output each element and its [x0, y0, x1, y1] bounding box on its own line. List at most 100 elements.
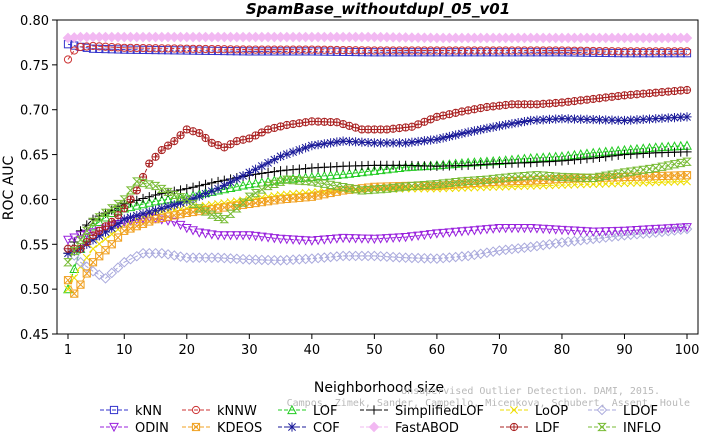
legend-marker	[109, 422, 119, 433]
data-point	[438, 179, 448, 188]
data-point	[544, 172, 555, 181]
data-point	[469, 176, 480, 185]
data-point	[657, 162, 667, 171]
data-point	[331, 169, 342, 179]
data-point	[107, 42, 116, 52]
data-point	[263, 181, 273, 191]
data-point	[151, 44, 160, 53]
data-point	[250, 178, 261, 188]
data-point	[519, 224, 530, 234]
data-point	[126, 195, 135, 204]
data-point	[494, 121, 505, 131]
data-point	[425, 180, 436, 189]
data-point	[200, 189, 211, 199]
data-point	[357, 137, 367, 147]
data-point	[475, 176, 486, 185]
data-point	[400, 182, 411, 191]
data-point	[525, 171, 536, 180]
data-point	[531, 240, 543, 252]
data-point	[620, 91, 629, 100]
data-point	[145, 44, 154, 53]
data-point	[288, 176, 298, 185]
data-point	[75, 231, 86, 241]
data-point	[487, 246, 499, 257]
data-point	[120, 43, 129, 52]
data-point	[551, 46, 560, 55]
data-point	[226, 140, 235, 149]
data-point	[444, 228, 455, 238]
data-point	[307, 141, 317, 151]
data-point	[363, 234, 374, 244]
data-point	[507, 46, 517, 55]
data-point	[407, 46, 416, 55]
data-point	[607, 170, 617, 179]
data-point	[338, 169, 349, 179]
data-point	[82, 237, 91, 247]
series-markers-ldf	[63, 85, 692, 253]
data-point	[594, 115, 605, 125]
legend-label: kNNW	[217, 404, 257, 419]
data-point	[406, 232, 417, 242]
data-point	[151, 152, 160, 161]
data-point	[432, 46, 441, 55]
data-point	[300, 143, 311, 153]
series-line-ldof	[67, 228, 688, 280]
data-point	[275, 166, 286, 176]
data-point	[188, 194, 198, 204]
data-point	[100, 273, 111, 284]
data-point	[332, 137, 342, 147]
legend-label: INFLO	[623, 421, 661, 434]
data-point	[225, 209, 236, 218]
data-point	[457, 177, 467, 186]
data-point	[76, 244, 85, 253]
data-point	[63, 248, 73, 258]
legend-label: COF	[313, 421, 340, 434]
legend-marker	[109, 405, 119, 415]
data-point	[119, 214, 129, 224]
data-point	[370, 46, 379, 55]
data-point	[682, 47, 692, 56]
data-point	[150, 190, 161, 200]
data-point	[569, 173, 580, 182]
data-point	[176, 44, 185, 53]
data-point	[263, 233, 274, 243]
y-axis-label: ROC AUC	[1, 155, 17, 220]
data-point	[626, 90, 635, 99]
data-point	[632, 115, 642, 125]
data-point	[482, 123, 492, 133]
data-point	[525, 241, 536, 253]
data-point	[582, 173, 592, 182]
data-point	[250, 231, 261, 242]
data-point	[607, 227, 617, 237]
data-point	[132, 43, 141, 53]
data-point	[338, 233, 349, 244]
data-point	[625, 167, 636, 176]
data-point	[257, 161, 267, 171]
data-point	[588, 153, 598, 163]
data-point	[413, 136, 423, 147]
data-point	[288, 165, 298, 175]
data-point	[450, 227, 461, 238]
data-point	[163, 187, 173, 197]
data-point	[175, 198, 186, 208]
series-markers-ldof	[62, 223, 693, 284]
data-point	[682, 157, 692, 166]
data-point	[544, 238, 555, 250]
data-point	[482, 175, 492, 184]
data-point	[163, 44, 173, 53]
watermark-line-1: Campos, Zimek, Sander, Campello, Micenko…	[287, 398, 690, 409]
data-point	[432, 180, 442, 189]
data-point	[651, 47, 660, 56]
data-point	[476, 46, 485, 55]
data-point	[168, 250, 180, 261]
data-point	[569, 114, 580, 124]
watermark: Campos, Zimek, Sander, Campello, Micenko…	[287, 386, 690, 409]
data-point	[144, 180, 155, 189]
legend-marker	[369, 405, 379, 415]
data-point	[563, 226, 574, 236]
data-point	[413, 231, 424, 241]
data-point	[588, 114, 598, 125]
data-point	[163, 141, 173, 150]
data-point	[469, 126, 480, 136]
